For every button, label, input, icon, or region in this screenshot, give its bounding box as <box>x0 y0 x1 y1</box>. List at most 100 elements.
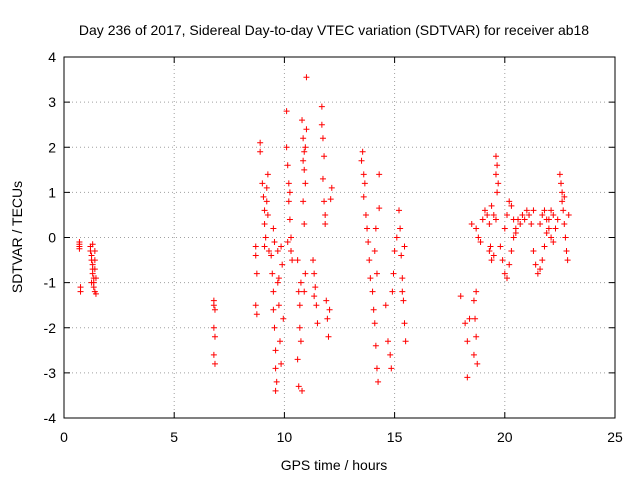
y-tick-label: 4 <box>48 49 56 65</box>
data-point <box>301 220 308 227</box>
data-point <box>370 306 377 313</box>
data-point <box>270 306 277 313</box>
x-tick-label: 10 <box>277 429 293 445</box>
data-point <box>373 365 380 372</box>
data-point <box>272 347 279 354</box>
y-tick-label: 2 <box>48 139 56 155</box>
data-point <box>275 302 282 309</box>
data-point <box>506 198 513 205</box>
data-point <box>373 270 380 277</box>
data-point <box>475 234 482 241</box>
data-point <box>367 275 374 282</box>
data-point <box>388 365 395 372</box>
data-point <box>372 225 379 232</box>
y-tick-label: 0 <box>48 230 56 246</box>
data-point <box>211 333 218 340</box>
data-point <box>276 338 283 345</box>
data-point <box>486 248 493 255</box>
data-point <box>472 315 479 322</box>
data-point <box>484 211 491 218</box>
data-point <box>312 284 319 291</box>
data-point <box>519 211 526 218</box>
data-point <box>541 207 548 214</box>
data-point <box>397 225 404 232</box>
data-point <box>285 198 292 205</box>
data-point <box>302 144 309 151</box>
data-point <box>285 180 292 187</box>
data-point <box>389 288 396 295</box>
data-point <box>300 198 307 205</box>
data-point <box>390 270 397 277</box>
x-tick-label: 15 <box>387 429 403 445</box>
data-point <box>296 324 303 331</box>
data-point <box>365 239 372 246</box>
data-point <box>399 288 406 295</box>
data-point <box>528 220 535 227</box>
data-point <box>284 162 291 169</box>
data-point <box>91 248 98 255</box>
data-point <box>89 241 96 248</box>
data-point <box>283 144 290 151</box>
data-point <box>506 261 513 268</box>
data-point <box>560 207 567 214</box>
data-point <box>272 365 279 372</box>
data-point <box>299 117 306 124</box>
data-point <box>302 270 309 277</box>
y-tick-label: -2 <box>44 320 57 336</box>
data-point <box>537 266 544 273</box>
data-point <box>210 302 217 309</box>
data-point <box>492 171 499 178</box>
data-point <box>488 257 495 264</box>
data-point <box>563 248 570 255</box>
data-point <box>263 184 270 191</box>
data-point <box>297 279 304 286</box>
data-point <box>261 243 268 250</box>
data-point <box>556 171 563 178</box>
data-point <box>400 297 407 304</box>
data-point <box>278 243 285 250</box>
data-point <box>497 243 504 250</box>
data-point <box>494 162 501 169</box>
y-tick-label: -4 <box>44 410 57 426</box>
data-point <box>311 270 318 277</box>
data-point <box>508 202 515 209</box>
data-point <box>369 288 376 295</box>
data-point <box>299 387 306 394</box>
data-point <box>376 205 383 212</box>
data-point <box>504 275 511 282</box>
data-point <box>314 320 321 327</box>
data-point <box>322 211 329 218</box>
data-point <box>262 234 269 241</box>
data-point <box>372 342 379 349</box>
data-point <box>399 275 406 282</box>
data-point <box>294 257 301 264</box>
data-point <box>462 320 469 327</box>
data-point <box>270 288 277 295</box>
data-point <box>371 248 378 255</box>
data-point <box>280 315 287 322</box>
data-point <box>265 248 272 255</box>
data-point <box>402 338 409 345</box>
data-point <box>510 216 517 223</box>
data-point <box>504 211 511 218</box>
data-point <box>310 257 317 264</box>
data-point <box>257 148 264 155</box>
data-point <box>301 166 308 173</box>
data-point <box>273 378 280 385</box>
data-point <box>211 306 218 313</box>
data-point <box>494 189 501 196</box>
data-point <box>477 239 484 246</box>
data-point <box>284 239 291 246</box>
data-point <box>300 135 307 142</box>
data-point <box>561 220 568 227</box>
data-point <box>396 207 403 214</box>
data-point <box>543 229 550 236</box>
data-point <box>300 157 307 164</box>
data-point <box>393 234 400 241</box>
data-point <box>464 338 471 345</box>
data-point <box>510 234 517 241</box>
data-point <box>311 293 318 300</box>
data-point <box>92 275 99 282</box>
chart-title: Day 236 of 2017, Sidereal Day-to-day VTE… <box>79 22 589 38</box>
